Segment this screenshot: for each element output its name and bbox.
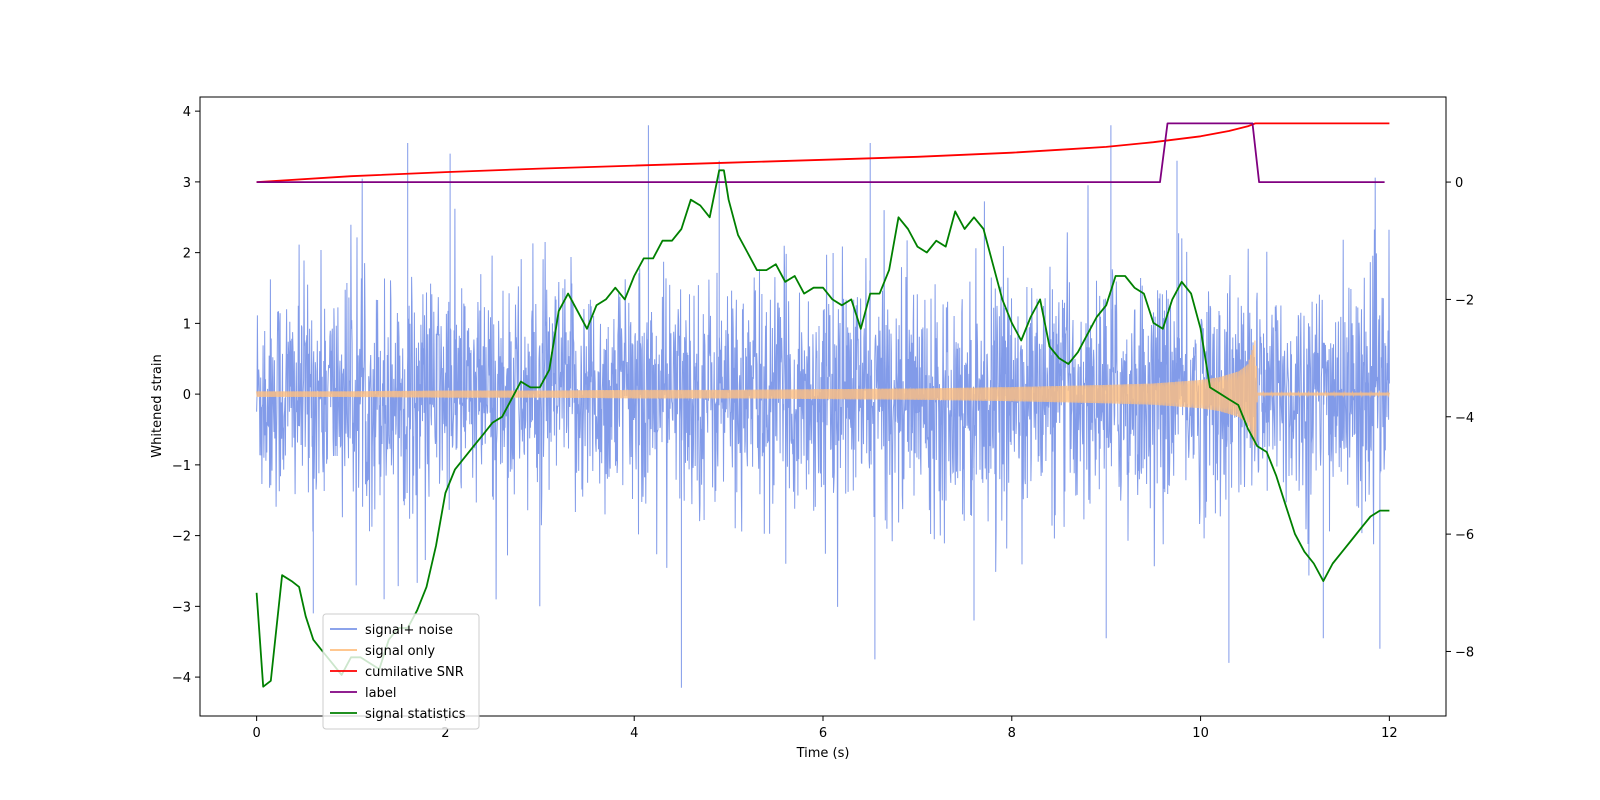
- x-tick-label: 10: [1192, 726, 1209, 741]
- series-signal-statistics-line: [255, 169, 1390, 688]
- legend-entry-label: signal only: [365, 644, 435, 659]
- legend-entry-label: cumilative SNR: [365, 665, 464, 680]
- legend-entry-label: signal+ noise: [365, 623, 453, 638]
- x-tick-label: 6: [819, 726, 827, 741]
- series-label-line: [256, 122, 1385, 183]
- y-tick-label: 0: [183, 388, 191, 403]
- series-cumulative-snr-line: [256, 122, 1390, 183]
- legend-box: [322, 613, 480, 730]
- x-tick-label: 2: [441, 726, 449, 741]
- y-tick-label: −4: [172, 671, 191, 686]
- x-axis-label: Time (s): [796, 746, 850, 761]
- y-tick-label: −3: [172, 600, 191, 615]
- y2-tick-label: −6: [1455, 528, 1474, 543]
- series-signal-plus-noise-line: [256, 125, 1390, 688]
- series-signal-only-line: [256, 340, 1390, 446]
- x-tick-label: 4: [630, 726, 638, 741]
- y-tick-label: −1: [172, 459, 191, 474]
- y2-tick-label: −4: [1455, 411, 1474, 426]
- y-tick-label: 3: [183, 176, 191, 191]
- x-tick-label: 0: [252, 726, 260, 741]
- y2-tick-label: 0: [1455, 176, 1463, 191]
- y-tick-label: 2: [183, 247, 191, 262]
- y-tick-label: 1: [183, 317, 191, 332]
- x-tick-label: 8: [1008, 726, 1016, 741]
- legend-entry-label: signal statistics: [365, 707, 466, 722]
- plot-series-layer: [255, 122, 1390, 688]
- legend: signal+ noise signal only cumilative SNR la…: [322, 613, 480, 730]
- y2-tick-label: −8: [1455, 645, 1474, 660]
- x-tick-label: 12: [1381, 726, 1398, 741]
- y-axis-label: Whitened strain: [150, 354, 165, 457]
- y2-tick-label: −2: [1455, 293, 1474, 308]
- y-tick-label: −2: [172, 530, 191, 545]
- y-tick-label: 4: [183, 105, 191, 120]
- legend-entry-label: label: [365, 686, 396, 701]
